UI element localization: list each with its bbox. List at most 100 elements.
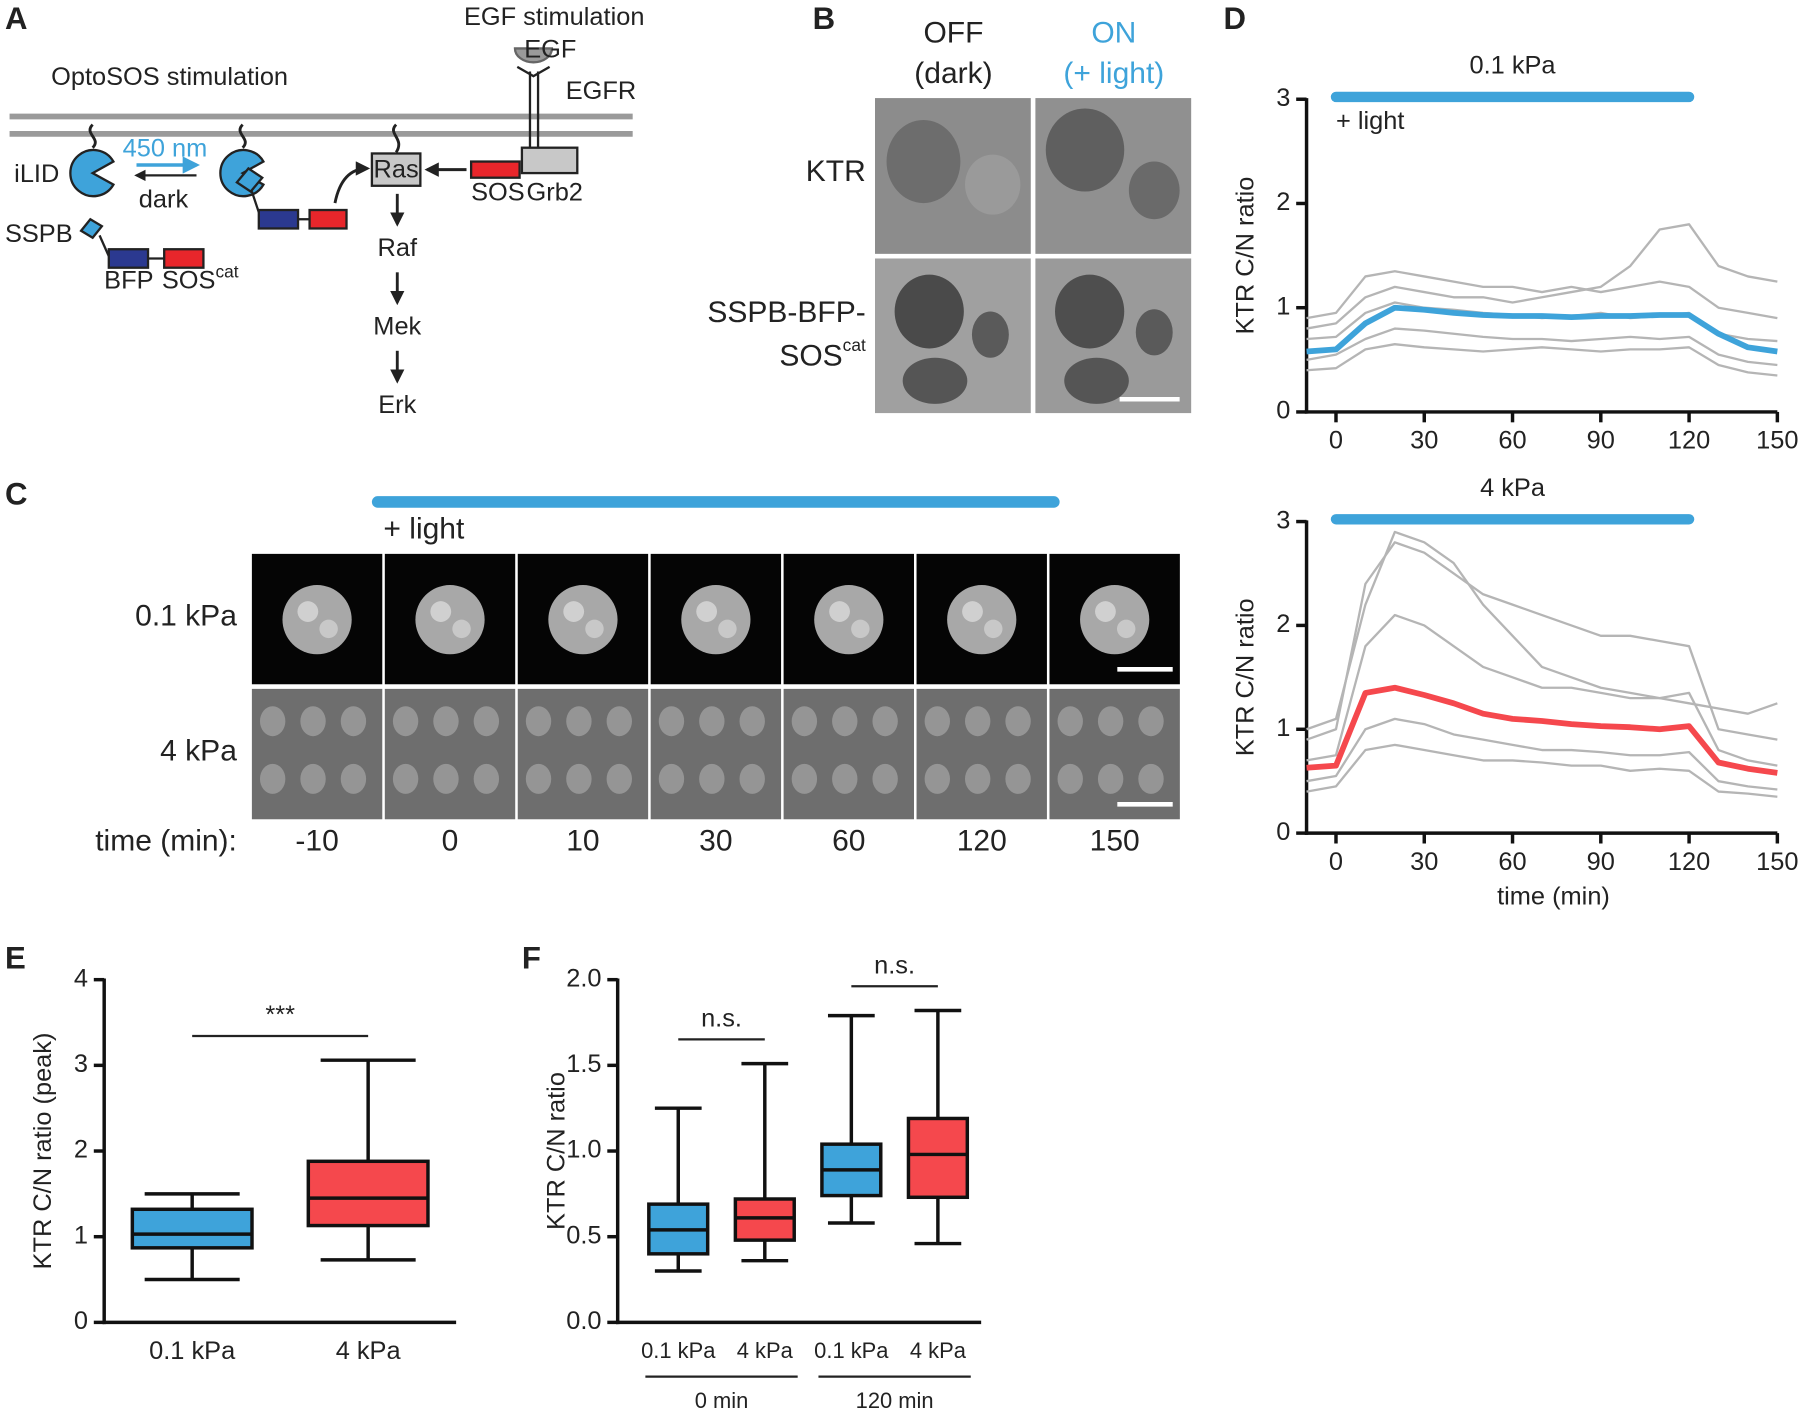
- y-tick-label: 3: [1276, 506, 1290, 534]
- cell: [525, 706, 552, 737]
- label: EGF: [524, 35, 576, 63]
- bfp-box: [107, 248, 150, 269]
- y-tick-label: 2: [1276, 188, 1290, 216]
- y-axis-label: KTR C/N ratio: [1231, 598, 1259, 756]
- cell: [548, 585, 618, 655]
- y-tick-label: 4: [74, 964, 88, 992]
- cell-trace: [1306, 327, 1778, 367]
- y-tick-label: 0.5: [566, 1221, 601, 1249]
- cell-trace: [1306, 541, 1778, 741]
- cell: [965, 706, 991, 737]
- y-tick-label: 0: [74, 1307, 88, 1335]
- y-tick-label: 2.0: [566, 964, 601, 992]
- box: [130, 1207, 254, 1250]
- row-label: 4 kPa: [160, 734, 237, 767]
- cell: [699, 706, 725, 737]
- cell: [739, 706, 765, 737]
- y-tick-label: 2: [74, 1136, 88, 1164]
- micrographs: OFF (dark) ON (+ light) KTR SSPB-BFP- SO…: [707, 17, 1192, 414]
- cell: [1080, 585, 1150, 655]
- y-tick-label: 0.0: [566, 1307, 601, 1335]
- superscript: cat: [843, 335, 866, 355]
- group-label: 120 min: [856, 1388, 934, 1413]
- cell: [739, 763, 765, 794]
- cell: [340, 763, 367, 794]
- cell: [886, 120, 961, 204]
- label: EGFR: [566, 77, 637, 105]
- panel-label: B: [813, 1, 836, 36]
- nucleolus: [585, 619, 604, 639]
- x-tick-label: 90: [1587, 427, 1615, 455]
- box: [906, 1116, 970, 1200]
- cell: [1064, 357, 1129, 404]
- row-label: SOS: [779, 340, 842, 373]
- sos-box: [163, 248, 205, 269]
- nucleolus: [319, 619, 338, 639]
- label: SSPB: [5, 220, 73, 248]
- y-tick-label: 3: [74, 1050, 88, 1078]
- label: iLID: [14, 160, 59, 188]
- time-label: 30: [699, 824, 732, 857]
- y-tick-label: 0: [1276, 818, 1290, 846]
- x-axis-label: time (min): [1497, 882, 1610, 910]
- cell: [300, 706, 326, 737]
- cell: [282, 585, 352, 655]
- timecourse: + light 0.1 kPa 4 kPa time (min): -10 0 10…: [95, 496, 1180, 857]
- panel-label: F: [522, 940, 541, 975]
- cell: [1097, 706, 1124, 737]
- x-tick-label: 30: [1410, 848, 1438, 876]
- y-tick-label: 2: [1276, 610, 1290, 638]
- time-label: 60: [832, 824, 865, 857]
- label: SOS: [162, 266, 216, 294]
- y-axis-label: KTR C/N ratio: [542, 1072, 570, 1230]
- linker: [238, 123, 247, 149]
- cell: [814, 585, 884, 655]
- y-axis-label: KTR C/N ratio: [1231, 177, 1259, 335]
- row-label: 0.1 kPa: [135, 599, 237, 632]
- time-label: 150: [1090, 824, 1140, 857]
- label: EGF stimulation: [464, 3, 645, 31]
- nucleolus: [1095, 601, 1116, 622]
- nucleolus: [829, 601, 850, 622]
- chart-title: 0.1 kPa: [1470, 52, 1557, 80]
- y-tick-label: 3: [1276, 84, 1290, 112]
- significance-label: ***: [265, 1001, 295, 1029]
- panel-label: D: [1223, 1, 1245, 36]
- cell: [433, 763, 459, 794]
- significance-label: n.s.: [701, 1004, 742, 1032]
- label: Grb2: [527, 179, 583, 207]
- ras-box: [370, 152, 422, 187]
- sspb-shape: [79, 217, 104, 240]
- superscript: cat: [215, 261, 238, 281]
- x-tick-label: 150: [1756, 848, 1798, 876]
- label: Ras: [374, 155, 419, 183]
- cell: [1097, 763, 1124, 794]
- arrow: [333, 161, 371, 204]
- y-axis-label: KTR C/N ratio (peak): [29, 1033, 57, 1270]
- cell: [791, 763, 818, 794]
- cell: [1138, 706, 1164, 737]
- cell: [965, 763, 991, 794]
- label: Mek: [373, 312, 421, 340]
- cell: [415, 585, 485, 655]
- cell: [658, 763, 685, 794]
- chart-title: 4 kPa: [1480, 474, 1546, 502]
- cell: [340, 706, 367, 737]
- grb2-box: [520, 146, 579, 175]
- x-tick-label: 0.1 kPa: [814, 1338, 889, 1363]
- cell: [902, 357, 968, 404]
- label: dark: [139, 185, 189, 213]
- cell: [392, 706, 419, 737]
- x-tick-label: 120: [1668, 427, 1710, 455]
- cell: [1055, 274, 1125, 349]
- significance-label: n.s.: [874, 951, 915, 979]
- x-tick-label: 0: [1329, 427, 1343, 455]
- diagram: iLID 450 nm dark SSPB BFP SOScat Ras EGF…: [5, 3, 645, 419]
- cell: [473, 706, 500, 737]
- panel-label: E: [5, 940, 26, 975]
- cell: [872, 763, 898, 794]
- cell: [965, 154, 1021, 215]
- cell-trace: [1306, 530, 1778, 731]
- x-tick-label: 0: [1329, 848, 1343, 876]
- time-label: 0: [442, 824, 459, 857]
